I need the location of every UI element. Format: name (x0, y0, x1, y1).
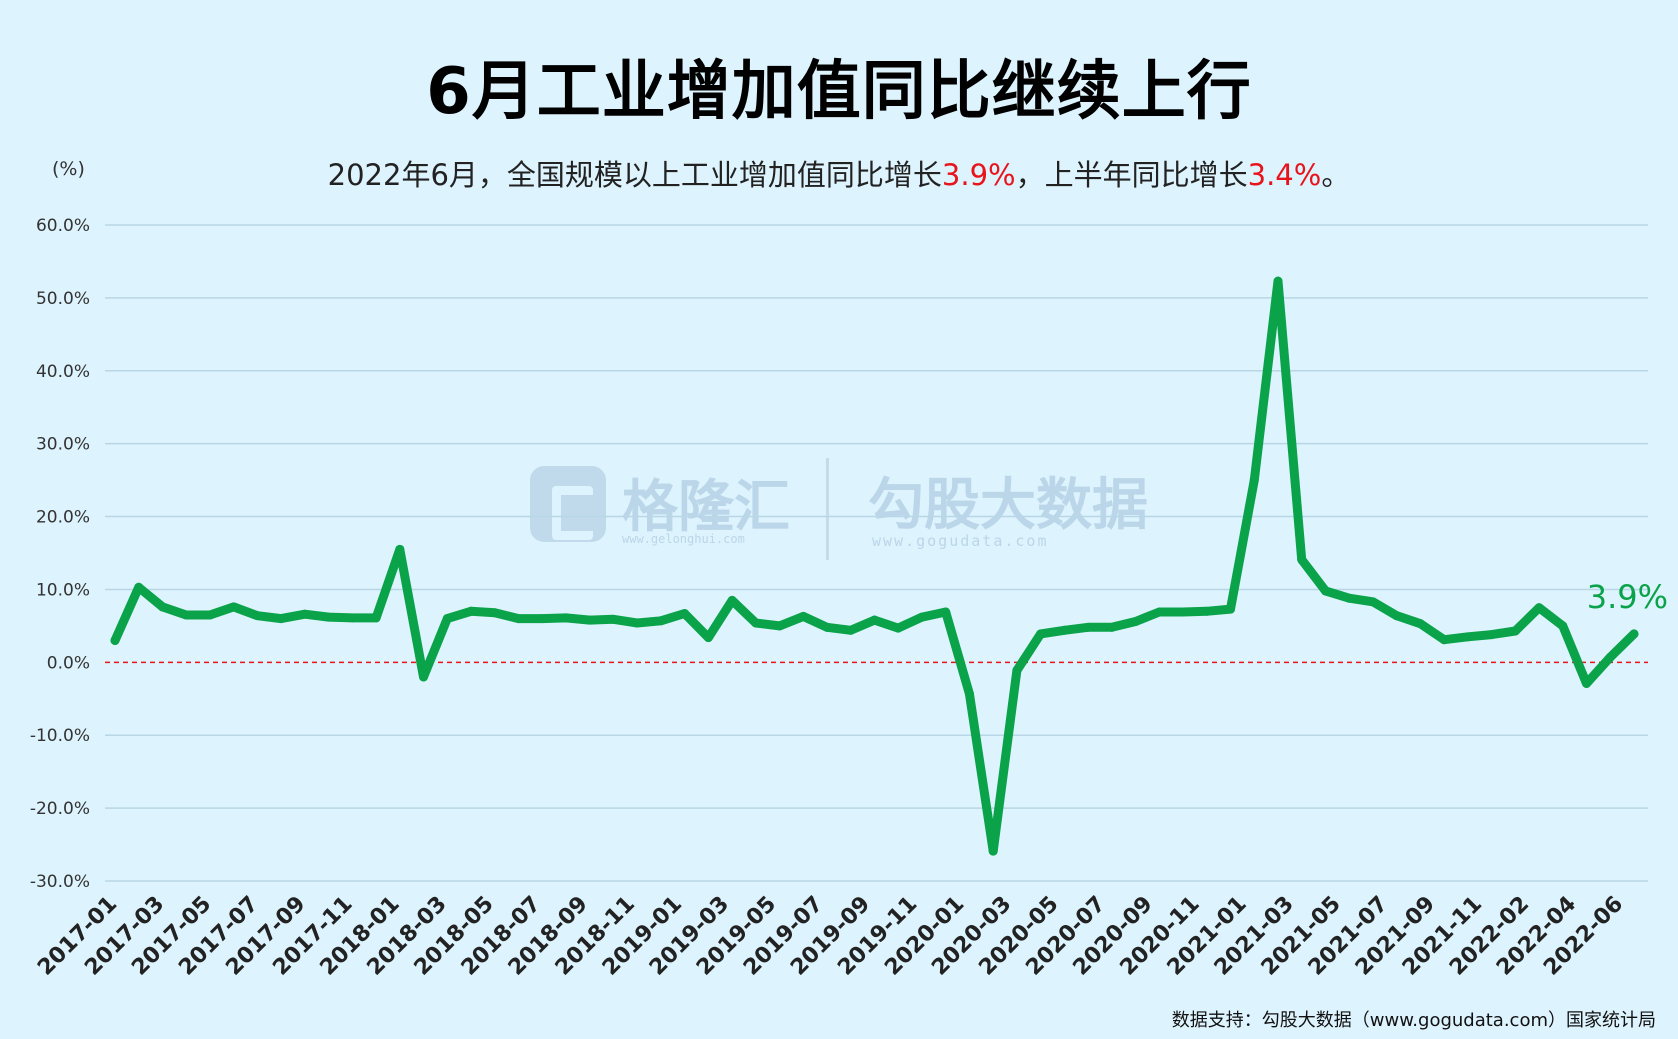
data-point (537, 614, 547, 624)
data-point (1415, 619, 1425, 629)
end-value-label: 3.9% (1587, 578, 1668, 616)
data-point (1368, 597, 1378, 607)
data-point (941, 607, 951, 617)
grid-lines (105, 224, 1648, 882)
data-point (229, 602, 239, 612)
y-tick-label: -20.0% (30, 799, 90, 819)
chart-subtitle: 2022年6月，全国规模以上工业增加值同比增长3.9%，上半年同比增长3.4%。 (0, 152, 1678, 194)
data-point (893, 623, 903, 633)
data-point (205, 610, 215, 620)
data-point (561, 613, 571, 623)
data-point (1605, 652, 1615, 662)
data-point (466, 606, 476, 616)
data-point (656, 616, 666, 626)
data-point (300, 609, 310, 619)
watermark-brand2-url: www.gogudata.com (872, 532, 1049, 550)
series-points (110, 276, 1639, 856)
data-point (727, 595, 737, 605)
data-point (1273, 276, 1283, 286)
data-point (513, 614, 523, 624)
data-point (395, 544, 405, 554)
data-point (917, 612, 927, 622)
watermark-gelonghui: 格隆汇 www.gelonghui.com (530, 462, 830, 562)
data-point (1344, 593, 1354, 603)
data-point (324, 612, 334, 622)
data-point (442, 614, 452, 624)
data-point (822, 622, 832, 632)
y-tick-label: 0.0% (47, 653, 90, 673)
data-point (632, 618, 642, 628)
data-point (1629, 629, 1639, 639)
watermark-brand1-url: www.gelonghui.com (622, 532, 745, 546)
data-point (181, 610, 191, 620)
data-point (585, 615, 595, 625)
data-point (680, 608, 690, 618)
data-source-note: 数据支持：勾股大数据（www.gogudata.com）国家统计局 (1171, 1010, 1656, 1031)
data-point (1320, 586, 1330, 596)
y-axis-unit-label: (%) (52, 158, 85, 180)
data-point (252, 611, 262, 621)
data-point (798, 611, 808, 621)
data-point (751, 618, 761, 628)
y-tick-label: 60.0% (36, 216, 90, 236)
data-point (703, 633, 713, 643)
data-point (490, 608, 500, 618)
watermark-brand2: 勾股大数据 (868, 473, 1148, 538)
watermark-separator (826, 458, 829, 560)
data-point (1534, 603, 1544, 613)
x-axis-tick-labels: 2017-012017-032017-052017-072017-092017-… (33, 892, 1628, 981)
series-line-industrial-value-added (110, 276, 1639, 856)
data-point (347, 613, 357, 623)
gelonghui-logo-icon (530, 466, 606, 542)
data-point (1012, 665, 1022, 675)
y-tick-label: -10.0% (30, 726, 90, 746)
y-axis-tick-labels: 60.0% 50.0% 40.0% 30.0% 20.0% 10.0% 0.0% -10.0%… (30, 216, 90, 892)
data-point (110, 635, 120, 645)
data-point (775, 621, 785, 631)
watermark-brand1: 格隆汇 (622, 475, 790, 540)
data-point (988, 846, 998, 856)
data-point (419, 672, 429, 682)
data-point (846, 625, 856, 635)
data-point (870, 615, 879, 625)
chart-title: 6月工业增加值同比继续上行 (426, 55, 1252, 129)
data-point (1107, 622, 1117, 632)
data-point (1202, 606, 1212, 616)
subtitle-text-1: 2022年6月，全国规模以上工业增加值同比增长 (327, 158, 942, 192)
data-point (1392, 611, 1402, 621)
data-point (1178, 607, 1188, 617)
y-tick-label: 20.0% (36, 508, 90, 528)
y-tick-label: 50.0% (36, 289, 90, 309)
data-point (964, 689, 974, 699)
data-point (1154, 607, 1164, 617)
data-point (608, 614, 618, 624)
y-tick-label: -30.0% (30, 872, 90, 892)
y-tick-label: 40.0% (36, 362, 90, 382)
data-point (1487, 630, 1497, 640)
data-point (1297, 555, 1307, 565)
data-point (1439, 635, 1449, 645)
data-point (276, 614, 286, 624)
data-point (1083, 622, 1093, 632)
data-point (1131, 617, 1141, 627)
data-point (1510, 626, 1520, 636)
data-point (1059, 625, 1069, 635)
data-point (1463, 632, 1473, 642)
data-point (1582, 678, 1592, 688)
data-point (157, 602, 167, 612)
data-point (1558, 621, 1568, 631)
data-point (371, 613, 381, 623)
data-point (1226, 604, 1236, 614)
watermark-gogudata: 勾股大数据 www.gogudata.com (868, 466, 1158, 562)
subtitle-highlight-halfyear: 3.4% (1247, 158, 1322, 192)
subtitle-text-3: 。 (1321, 158, 1351, 192)
data-point (1249, 475, 1259, 485)
y-tick-label: 30.0% (36, 435, 90, 455)
data-point (1036, 629, 1046, 639)
y-tick-label: 10.0% (36, 580, 90, 600)
data-point (134, 582, 144, 592)
subtitle-text-2: ，上半年同比增长 (1015, 158, 1248, 192)
subtitle-highlight-june: 3.9% (941, 158, 1016, 192)
